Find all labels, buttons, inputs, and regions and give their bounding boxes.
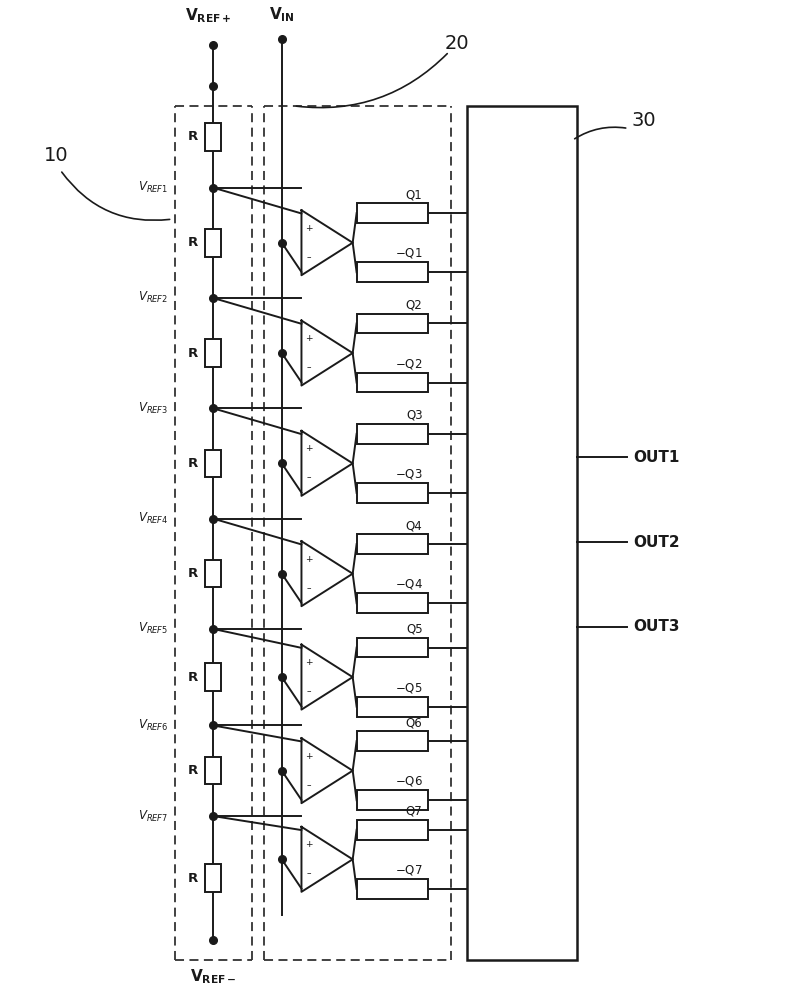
Text: –: – bbox=[306, 473, 311, 482]
Bar bbox=[357, 593, 428, 613]
Bar bbox=[357, 203, 428, 223]
Text: +: + bbox=[304, 840, 312, 849]
Bar bbox=[357, 424, 428, 444]
Text: 10: 10 bbox=[44, 146, 68, 165]
Text: Q5: Q5 bbox=[406, 623, 423, 636]
Bar bbox=[357, 879, 428, 899]
Text: +: + bbox=[304, 555, 312, 564]
Text: R: R bbox=[188, 457, 198, 470]
Text: 20: 20 bbox=[444, 34, 469, 53]
Text: OUT3: OUT3 bbox=[634, 619, 680, 634]
Text: Q3: Q3 bbox=[406, 409, 423, 422]
Text: +: + bbox=[304, 444, 312, 453]
Bar bbox=[357, 638, 428, 657]
Text: $-$Q5: $-$Q5 bbox=[395, 681, 423, 695]
Text: $\mathbf{V_{REF+}}$: $\mathbf{V_{REF+}}$ bbox=[184, 6, 231, 25]
Bar bbox=[357, 697, 428, 717]
Text: OUT1: OUT1 bbox=[634, 450, 680, 465]
Bar bbox=[357, 534, 428, 554]
Text: R: R bbox=[188, 872, 198, 885]
Text: $V_{REF3}$: $V_{REF3}$ bbox=[138, 401, 169, 416]
Text: –: – bbox=[306, 363, 311, 372]
Text: $\mathbf{V_{IN}}$: $\mathbf{V_{IN}}$ bbox=[269, 5, 295, 24]
Text: Q4: Q4 bbox=[406, 519, 423, 532]
Bar bbox=[467, 106, 577, 960]
Text: $V_{REF2}$: $V_{REF2}$ bbox=[138, 290, 169, 305]
Bar bbox=[357, 314, 428, 333]
Bar bbox=[205, 229, 221, 257]
Text: $V_{REF7}$: $V_{REF7}$ bbox=[138, 808, 169, 824]
Text: R: R bbox=[188, 130, 198, 143]
Text: $-$Q4: $-$Q4 bbox=[394, 577, 423, 591]
Text: R: R bbox=[188, 347, 198, 360]
Text: $-$Q1: $-$Q1 bbox=[395, 246, 423, 260]
Text: –: – bbox=[306, 253, 311, 262]
Text: $\mathbf{V_{REF-}}$: $\mathbf{V_{REF-}}$ bbox=[189, 968, 236, 986]
Text: $V_{REF5}$: $V_{REF5}$ bbox=[138, 621, 169, 636]
Text: +: + bbox=[304, 752, 312, 761]
Bar bbox=[357, 373, 428, 392]
Bar bbox=[357, 262, 428, 282]
Text: Q7: Q7 bbox=[406, 805, 423, 818]
Text: –: – bbox=[306, 584, 311, 593]
Text: Q1: Q1 bbox=[406, 188, 423, 201]
Bar bbox=[357, 731, 428, 751]
Text: –: – bbox=[306, 781, 311, 790]
Text: –: – bbox=[306, 687, 311, 696]
Text: $V_{REF6}$: $V_{REF6}$ bbox=[138, 718, 169, 733]
Text: OUT2: OUT2 bbox=[634, 535, 680, 550]
Bar bbox=[205, 663, 221, 691]
Bar bbox=[357, 483, 428, 503]
Bar bbox=[205, 864, 221, 892]
Text: +: + bbox=[304, 224, 312, 233]
Text: –: – bbox=[306, 869, 311, 878]
Text: R: R bbox=[188, 567, 198, 580]
Bar bbox=[357, 790, 428, 810]
Bar bbox=[205, 123, 221, 151]
Bar bbox=[205, 757, 221, 784]
Text: $-$Q7: $-$Q7 bbox=[395, 863, 423, 877]
Bar bbox=[205, 339, 221, 367]
Text: $V_{REF1}$: $V_{REF1}$ bbox=[138, 180, 169, 195]
Text: +: + bbox=[304, 658, 312, 667]
Text: $V_{REF4}$: $V_{REF4}$ bbox=[138, 511, 169, 526]
Bar bbox=[205, 450, 221, 477]
Text: R: R bbox=[188, 236, 198, 249]
Bar bbox=[205, 560, 221, 587]
Text: R: R bbox=[188, 764, 198, 777]
Text: R: R bbox=[188, 671, 198, 684]
Bar bbox=[357, 820, 428, 840]
Text: $-$Q6: $-$Q6 bbox=[395, 774, 423, 788]
Text: 30: 30 bbox=[631, 111, 656, 130]
Text: +: + bbox=[304, 334, 312, 343]
Text: Q2: Q2 bbox=[406, 299, 423, 312]
Text: $-$Q2: $-$Q2 bbox=[395, 357, 423, 371]
Text: Q6: Q6 bbox=[406, 716, 423, 729]
Text: $-$Q3: $-$Q3 bbox=[395, 467, 423, 481]
